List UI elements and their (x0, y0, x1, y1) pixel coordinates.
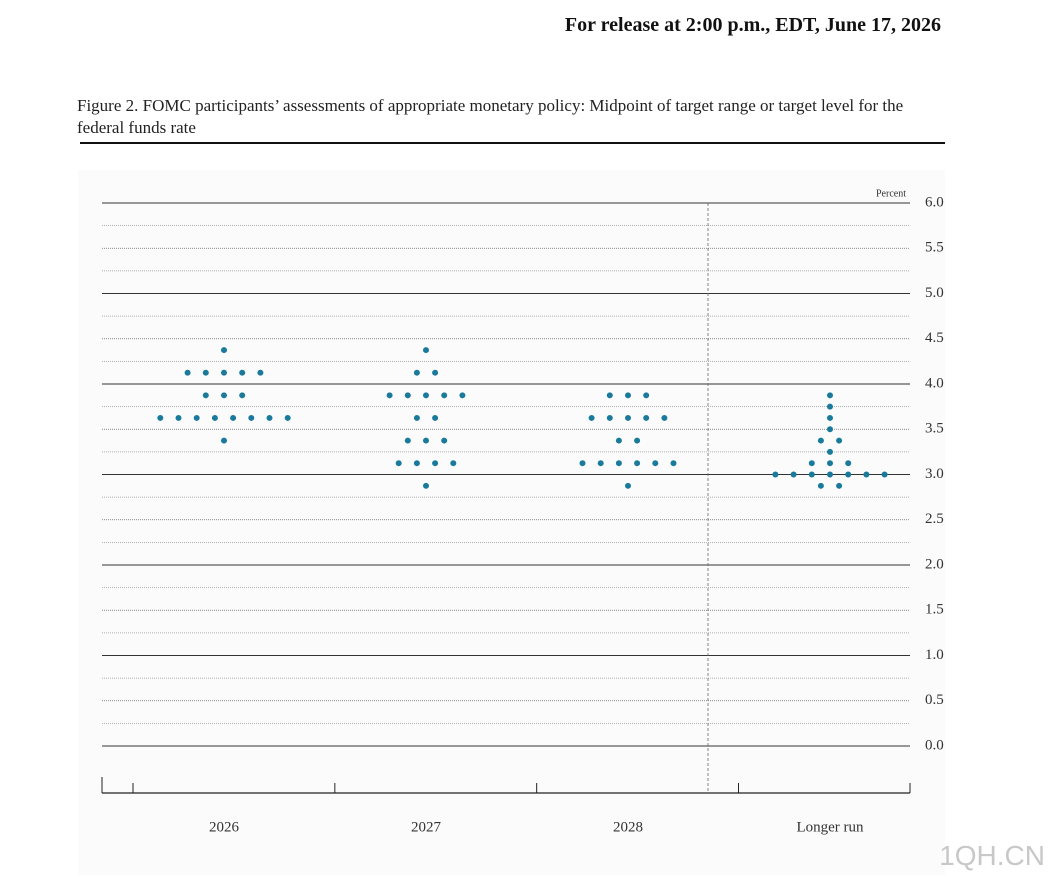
dot (827, 403, 833, 410)
dot (661, 414, 668, 421)
y-tick-label: 5.5 (925, 240, 944, 256)
dot (157, 414, 164, 421)
dot (432, 369, 439, 376)
dot (395, 460, 402, 467)
dot (790, 471, 797, 478)
dot (423, 347, 429, 354)
y-tick-label: 1.0 (925, 647, 944, 663)
watermark: 1QH.CN (939, 840, 1045, 871)
dot (202, 369, 209, 376)
dot (643, 392, 650, 399)
dot (184, 369, 191, 376)
dot (772, 471, 779, 478)
dot (863, 471, 870, 478)
dot (615, 437, 622, 444)
dot (827, 448, 833, 455)
dot (413, 414, 420, 421)
dot (845, 471, 852, 478)
dot (625, 414, 631, 421)
dot (615, 460, 622, 467)
dot (413, 369, 420, 376)
y-unit: Percent (876, 188, 906, 199)
dot (836, 482, 843, 489)
dot (432, 414, 439, 421)
y-tick-label: 3.0 (925, 466, 944, 482)
dot (432, 460, 439, 467)
dot (808, 471, 815, 478)
dot (175, 414, 182, 421)
y-tick-label: 0.5 (925, 692, 944, 708)
dot (625, 392, 631, 399)
dot (266, 414, 273, 421)
dot (230, 414, 237, 421)
dot (413, 460, 420, 467)
dot (606, 414, 613, 421)
dot (221, 347, 227, 354)
x-tick-label: 2028 (613, 819, 643, 835)
title-rule (80, 142, 945, 144)
dot (423, 437, 429, 444)
dot (239, 369, 246, 376)
dot (193, 414, 200, 421)
dot (423, 482, 429, 489)
plot-background (78, 170, 945, 875)
dot (441, 392, 448, 399)
dot (827, 471, 833, 478)
y-tick-label: 4.5 (925, 330, 944, 346)
dot (404, 392, 411, 399)
x-tick-label: 2027 (411, 819, 442, 835)
dot (239, 392, 246, 399)
dot (404, 437, 411, 444)
dot (634, 437, 641, 444)
dot (634, 460, 641, 467)
dot (845, 460, 852, 467)
figure-title: Figure 2. FOMC participants’ assessments… (77, 96, 904, 137)
x-tick-label: 2026 (209, 819, 240, 835)
dot (459, 392, 466, 399)
dot (441, 437, 448, 444)
x-tick-label: Longer run (796, 819, 864, 835)
dot (817, 482, 824, 489)
release-header: For release at 2:00 p.m., EDT, June 17, … (564, 14, 941, 36)
y-tick-label: 2.0 (925, 556, 944, 572)
dot (827, 460, 833, 467)
dot (625, 482, 631, 489)
dot (386, 392, 393, 399)
y-tick-label: 5.0 (925, 285, 944, 301)
dot (423, 392, 429, 399)
dot (643, 414, 650, 421)
dot (588, 414, 595, 421)
dot (836, 437, 843, 444)
dot (221, 369, 227, 376)
dot (827, 414, 833, 421)
y-tick-label: 4.0 (925, 375, 944, 391)
y-tick-label: 1.5 (925, 602, 944, 618)
dot (450, 460, 457, 467)
y-tick-label: 6.0 (925, 194, 944, 210)
dot (652, 460, 659, 467)
dot (202, 392, 209, 399)
dot (257, 369, 264, 376)
dot (284, 414, 291, 421)
dot (808, 460, 815, 467)
y-tick-label: 2.5 (925, 511, 944, 527)
dot (817, 437, 824, 444)
y-tick-label: 0.0 (925, 737, 944, 753)
dot (221, 437, 227, 444)
dot (827, 392, 833, 399)
dot (670, 460, 677, 467)
dot (248, 414, 255, 421)
dot (211, 414, 218, 421)
dot (606, 392, 613, 399)
dot (221, 392, 227, 399)
y-tick-label: 3.5 (925, 421, 944, 437)
dot (597, 460, 604, 467)
dot (881, 471, 888, 478)
dot (579, 460, 586, 467)
dot (827, 426, 833, 433)
